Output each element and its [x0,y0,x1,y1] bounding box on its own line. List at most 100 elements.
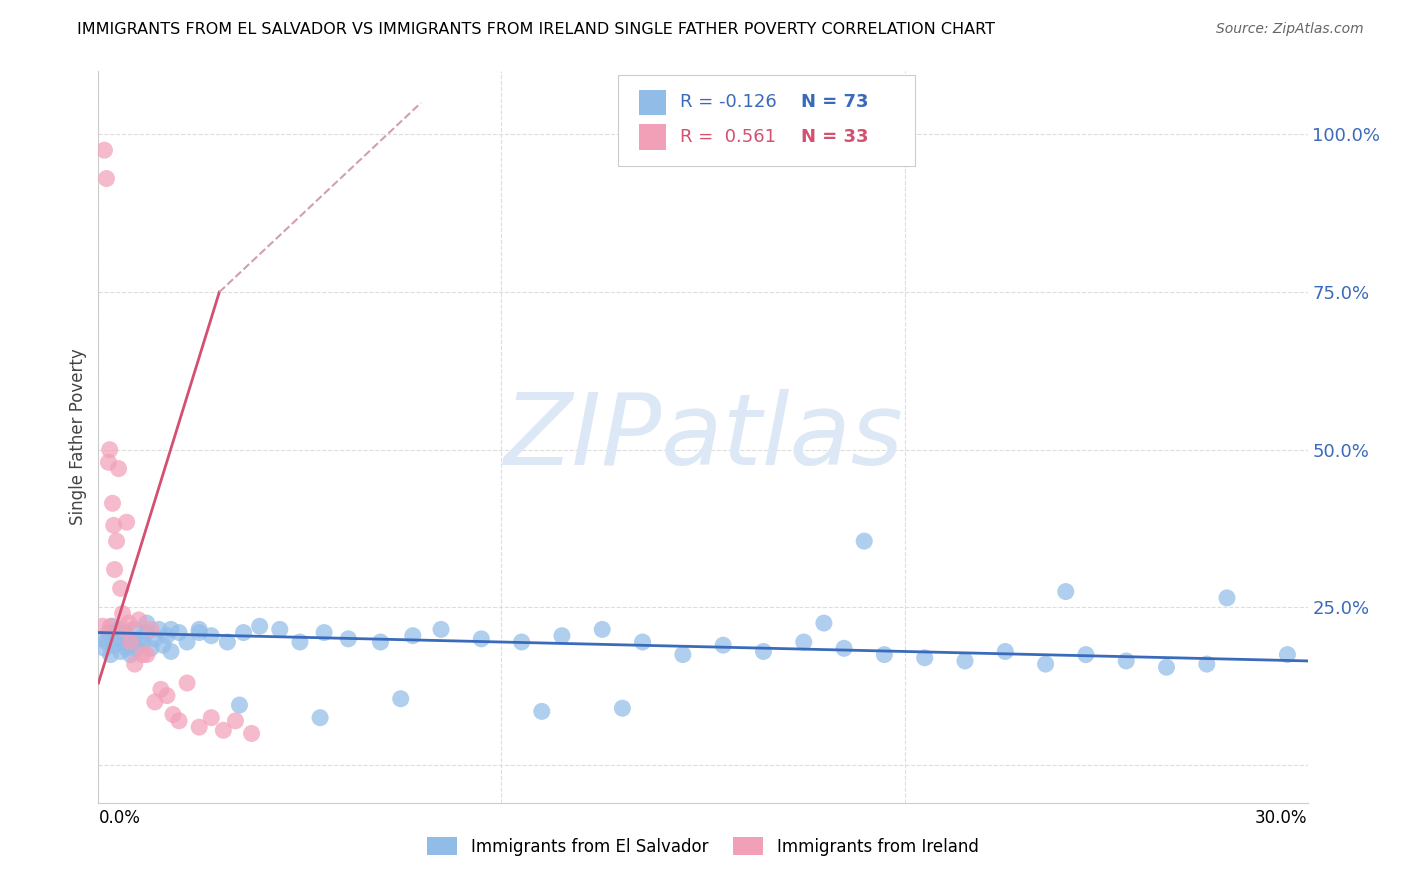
Point [288,635,311,649]
Text: 30.0%: 30.0% [1256,809,1308,827]
Point [228,698,250,712]
FancyBboxPatch shape [619,75,915,167]
Legend: Immigrants from El Salvador, Immigrants from Ireland: Immigrants from El Salvador, Immigrants … [419,830,987,864]
Text: Source: ZipAtlas.com: Source: ZipAtlas.com [1216,22,1364,37]
Point [994,644,1017,658]
Point [96,171,118,186]
Point [200,629,222,643]
Point [115,641,138,656]
Text: 0.0%: 0.0% [98,809,141,827]
Point [132,635,155,649]
Point [135,625,157,640]
Point [152,638,174,652]
Point [128,632,150,646]
FancyBboxPatch shape [638,124,665,150]
Point [1054,584,1077,599]
Point [1035,657,1057,671]
Point [167,714,190,728]
Point [103,638,125,652]
Point [167,625,190,640]
Point [188,625,211,640]
Point [96,635,118,649]
Point [631,635,654,649]
Point [149,682,172,697]
Point [162,707,184,722]
Y-axis label: Single Father Poverty: Single Father Poverty [69,349,87,525]
Point [314,625,336,640]
Point [101,496,124,510]
Point [93,143,115,157]
Point [793,635,815,649]
Point [143,695,166,709]
Point [309,711,332,725]
Point [1074,648,1097,662]
Point [1156,660,1178,674]
Point [132,648,155,662]
Point [711,638,734,652]
Text: ZIPatlas: ZIPatlas [503,389,903,485]
Point [269,623,291,637]
Point [118,632,141,646]
Point [1277,648,1299,662]
Text: R =  0.561: R = 0.561 [681,128,776,145]
Text: N = 33: N = 33 [801,128,869,145]
Point [1195,657,1218,671]
Point [91,632,114,646]
Point [97,455,120,469]
Point [188,623,211,637]
Point [105,632,128,646]
Point [953,654,976,668]
Text: R = -0.126: R = -0.126 [681,94,776,112]
Point [1115,654,1137,668]
Point [100,648,122,662]
Point [188,720,211,734]
Point [139,623,162,637]
Point [672,648,695,662]
Point [125,641,148,656]
Point [212,723,235,738]
Point [530,705,553,719]
Point [176,676,198,690]
Point [143,632,166,646]
Point [107,623,129,637]
FancyBboxPatch shape [638,90,665,115]
Point [232,625,254,640]
Point [240,726,263,740]
Point [128,613,150,627]
Point [110,582,132,596]
Point [101,619,124,633]
Point [1216,591,1239,605]
Point [551,629,574,643]
Point [135,616,157,631]
Point [97,625,120,640]
Point [402,629,425,643]
Point [752,644,775,658]
Point [115,515,138,529]
Point [91,619,114,633]
Point [98,442,121,457]
Point [370,635,392,649]
Point [914,650,936,665]
Point [160,623,183,637]
Point [156,629,179,643]
Point [853,534,876,549]
Point [430,623,453,637]
Point [249,619,271,633]
Point [873,648,896,662]
Point [591,623,613,637]
Text: N = 73: N = 73 [801,94,869,112]
Point [139,641,162,656]
Point [148,623,170,637]
Point [114,623,136,637]
Point [120,635,142,649]
Point [510,635,533,649]
Point [93,641,115,656]
Point [124,623,146,637]
Point [217,635,239,649]
Point [103,562,125,576]
Point [111,635,134,649]
Point [813,616,835,631]
Point [337,632,360,646]
Point [110,644,132,658]
Point [135,648,157,662]
